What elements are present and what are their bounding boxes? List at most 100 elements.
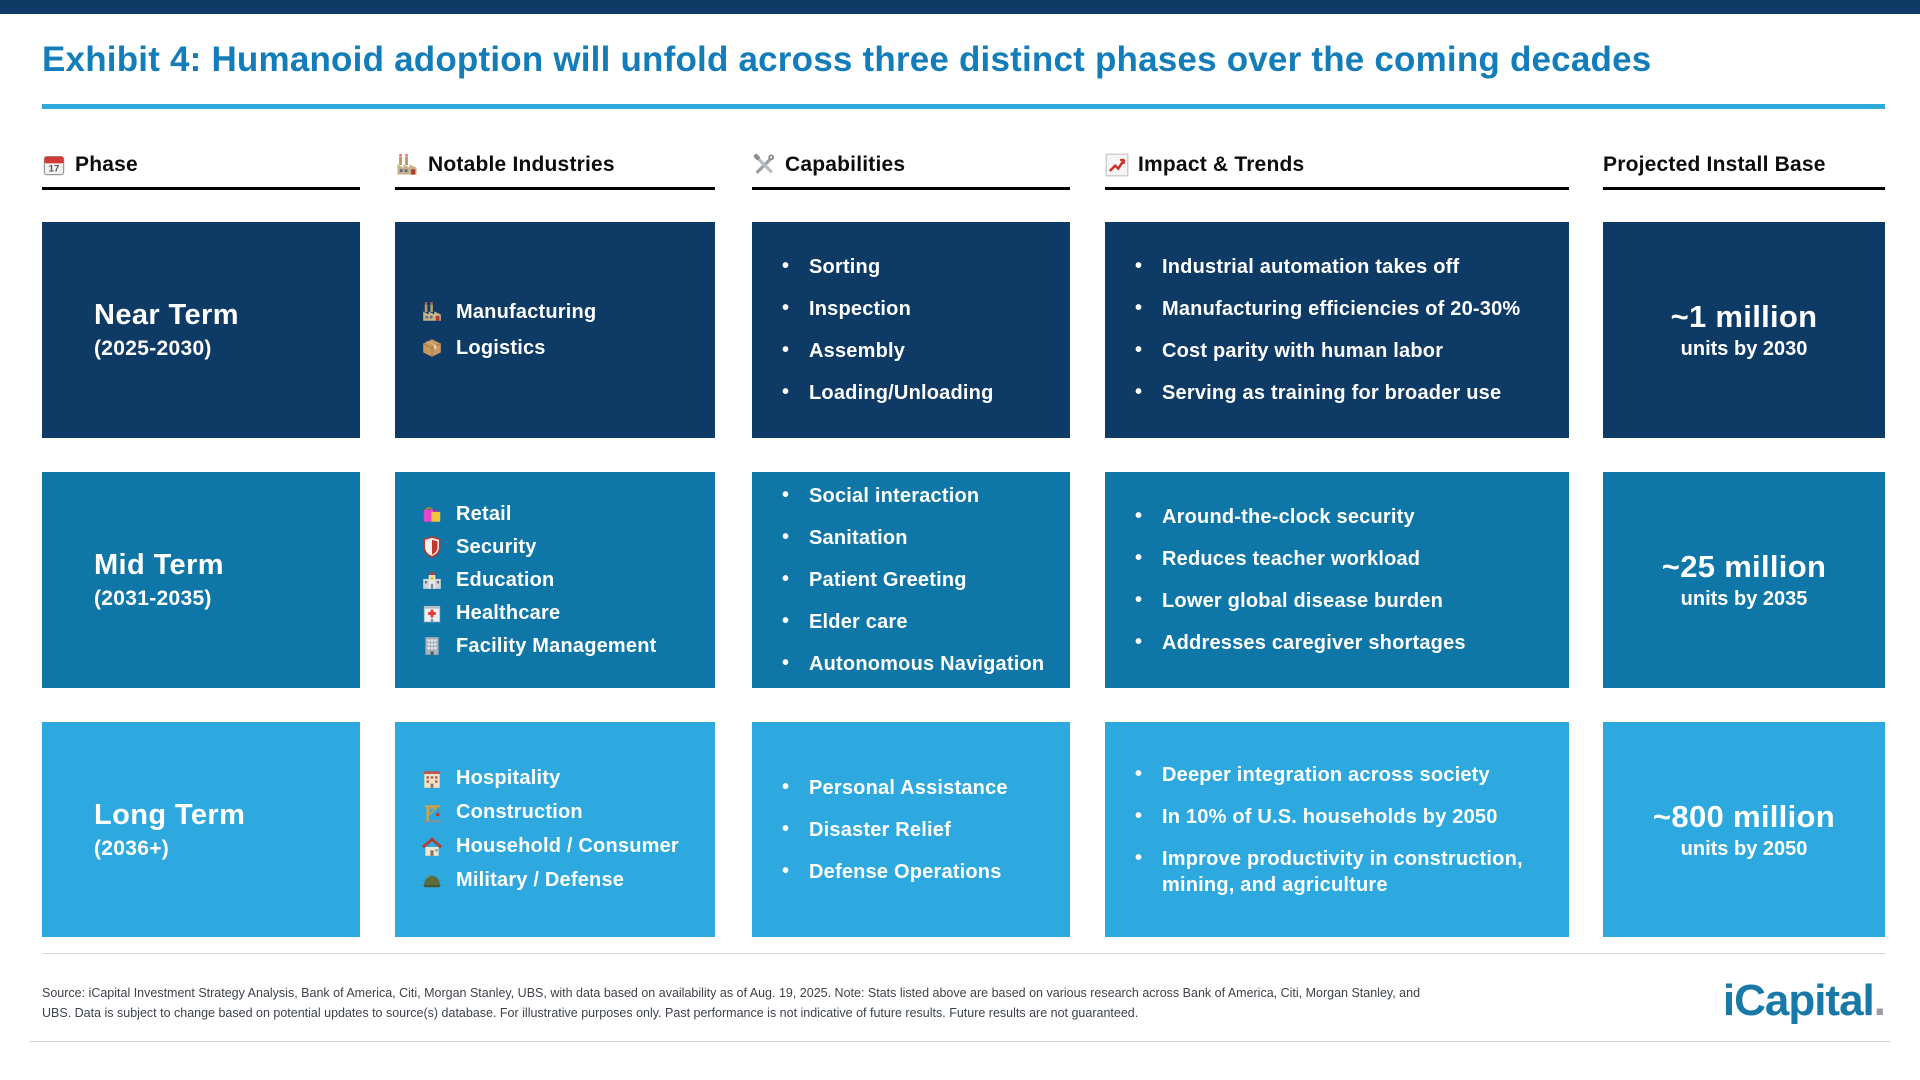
industry-label: Education: [456, 568, 555, 591]
install-cell-mid-term: ~25 million units by 2035: [1603, 472, 1885, 688]
crane-icon: [421, 802, 443, 824]
capability-item: Autonomous Navigation: [776, 650, 1060, 677]
column-header-impact: Impact & Trends: [1105, 140, 1569, 190]
industry-item: Construction: [421, 801, 715, 824]
column-header-label: Capabilities: [785, 153, 906, 176]
install-cell-long-term: ~800 million units by 2050: [1603, 722, 1885, 937]
impact-item: Deeper integration across society: [1129, 761, 1559, 788]
column-header-label: Projected Install Base: [1603, 153, 1826, 176]
shield-icon: [421, 536, 443, 558]
industry-label: Hospitality: [456, 767, 561, 789]
phase-name: Long Term: [94, 798, 246, 831]
install-unit: units by 2050: [1680, 837, 1808, 860]
logo-text: iCapital: [1722, 976, 1875, 1025]
column-header-underline: [1603, 187, 1885, 190]
shopping-bags-icon: [421, 503, 443, 525]
military-helmet-icon: [421, 870, 443, 892]
impact-item: In 10% of U.S. households by 2050: [1129, 803, 1559, 830]
phase-period: (2031-2035): [94, 587, 212, 610]
impact-list: Around-the-clock security Reduces teache…: [1105, 496, 1569, 664]
factory-icon: [395, 153, 419, 177]
install-unit: units by 2030: [1680, 338, 1808, 360]
column-header-underline: [1105, 187, 1569, 190]
column-header-capabilities: Capabilities: [752, 140, 1070, 190]
column-header-underline: [42, 187, 360, 190]
capabilities-list: Social interaction Sanitation Patient Gr…: [752, 475, 1070, 685]
industry-item: Facility Management: [421, 635, 715, 658]
column-header-label: Phase: [75, 153, 138, 176]
phase-cell-long-term: Long Term (2036+): [42, 722, 360, 937]
industry-label: Manufacturing: [456, 300, 597, 323]
impact-item: Addresses caregiver shortages: [1129, 629, 1559, 656]
phase-cell-mid-term: Mid Term (2031-2035): [42, 472, 360, 688]
impact-list: Industrial automation takes off Manufact…: [1105, 246, 1569, 414]
capability-item: Sanitation: [776, 524, 1060, 551]
phase-period: (2025-2030): [94, 337, 212, 360]
capability-item: Loading/Unloading: [776, 379, 1060, 406]
logo-dot: .: [1873, 976, 1886, 1025]
install-cell-near-term: ~1 million units by 2030: [1603, 222, 1885, 438]
install-unit: units by 2035: [1680, 588, 1808, 610]
school-icon: [421, 569, 443, 591]
chart-up-icon: [1105, 153, 1129, 177]
column-header-underline: [752, 187, 1070, 190]
source-note: Source: iCapital Investment Strategy Ana…: [42, 986, 1421, 1020]
capabilities-list: Sorting Inspection Assembly Loading/Unlo…: [752, 246, 1070, 414]
column-header-install-base: Projected Install Base: [1603, 140, 1885, 190]
calendar-icon: 17: [42, 153, 66, 177]
industry-label: Military / Defense: [456, 869, 625, 891]
industry-item: Healthcare: [421, 602, 715, 625]
impact-item: Reduces teacher workload: [1129, 545, 1559, 572]
footer-top-divider: [42, 953, 1885, 954]
industry-item: Hospitality: [421, 767, 715, 790]
package-icon: [421, 337, 443, 359]
industry-item: Military / Defense: [421, 869, 715, 892]
column-header-label: Impact & Trends: [1138, 153, 1305, 176]
impact-item: Improve productivity in construction, mi…: [1129, 845, 1559, 898]
install-value: ~1 million: [1670, 299, 1818, 334]
capability-item: Sorting: [776, 253, 1060, 280]
industries-cell-near-term: Manufacturing Logistics: [395, 222, 715, 438]
hotel-icon: [421, 768, 443, 790]
capability-item: Inspection: [776, 295, 1060, 322]
capabilities-cell-long-term: Personal Assistance Disaster Relief Defe…: [752, 722, 1070, 937]
industry-label: Security: [456, 535, 537, 558]
capability-item: Patient Greeting: [776, 566, 1060, 593]
column-header-label: Notable Industries: [428, 153, 615, 176]
column-header-phase: 17 Phase: [42, 140, 360, 190]
install-value: ~800 million: [1653, 798, 1835, 834]
capability-item: Elder care: [776, 608, 1060, 635]
industry-label: Logistics: [456, 336, 546, 359]
capability-item: Social interaction: [776, 482, 1060, 509]
house-icon: [421, 836, 443, 858]
impact-item: Serving as training for broader use: [1129, 379, 1559, 406]
hospital-icon: [421, 602, 443, 624]
phase-cell-near-term: Near Term (2025-2030): [42, 222, 360, 438]
tools-icon: [752, 153, 776, 177]
phase-name: Near Term: [94, 299, 239, 331]
industries-cell-long-term: Hospitality Construction Household / Con…: [395, 722, 715, 937]
industry-label: Healthcare: [456, 601, 561, 624]
office-building-icon: [421, 635, 443, 657]
industry-item: Retail: [421, 503, 715, 526]
capability-item: Personal Assistance: [776, 774, 1060, 801]
industry-label: Retail: [456, 502, 512, 525]
industry-item: Logistics: [421, 337, 715, 360]
capabilities-cell-near-term: Sorting Inspection Assembly Loading/Unlo…: [752, 222, 1070, 438]
phase-period: (2036+): [94, 836, 170, 860]
footer-bottom-divider: [30, 1041, 1890, 1042]
impact-cell-mid-term: Around-the-clock security Reduces teache…: [1105, 472, 1569, 688]
icapital-logo: iCapital.: [1500, 976, 1886, 1026]
capability-item: Disaster Relief: [776, 816, 1060, 843]
page-title: Exhibit 4: Humanoid adoption will unfold…: [42, 40, 1652, 79]
industry-label: Facility Management: [456, 634, 657, 657]
capability-item: Assembly: [776, 337, 1060, 364]
title-underline: [42, 104, 1885, 109]
impact-item: Around-the-clock security: [1129, 503, 1559, 530]
industry-item: Household / Consumer: [421, 835, 715, 858]
capabilities-cell-mid-term: Social interaction Sanitation Patient Gr…: [752, 472, 1070, 688]
industry-label: Construction: [456, 801, 583, 823]
impact-cell-near-term: Industrial automation takes off Manufact…: [1105, 222, 1569, 438]
industries-cell-mid-term: Retail Security Education Healthcare Fac…: [395, 472, 715, 688]
